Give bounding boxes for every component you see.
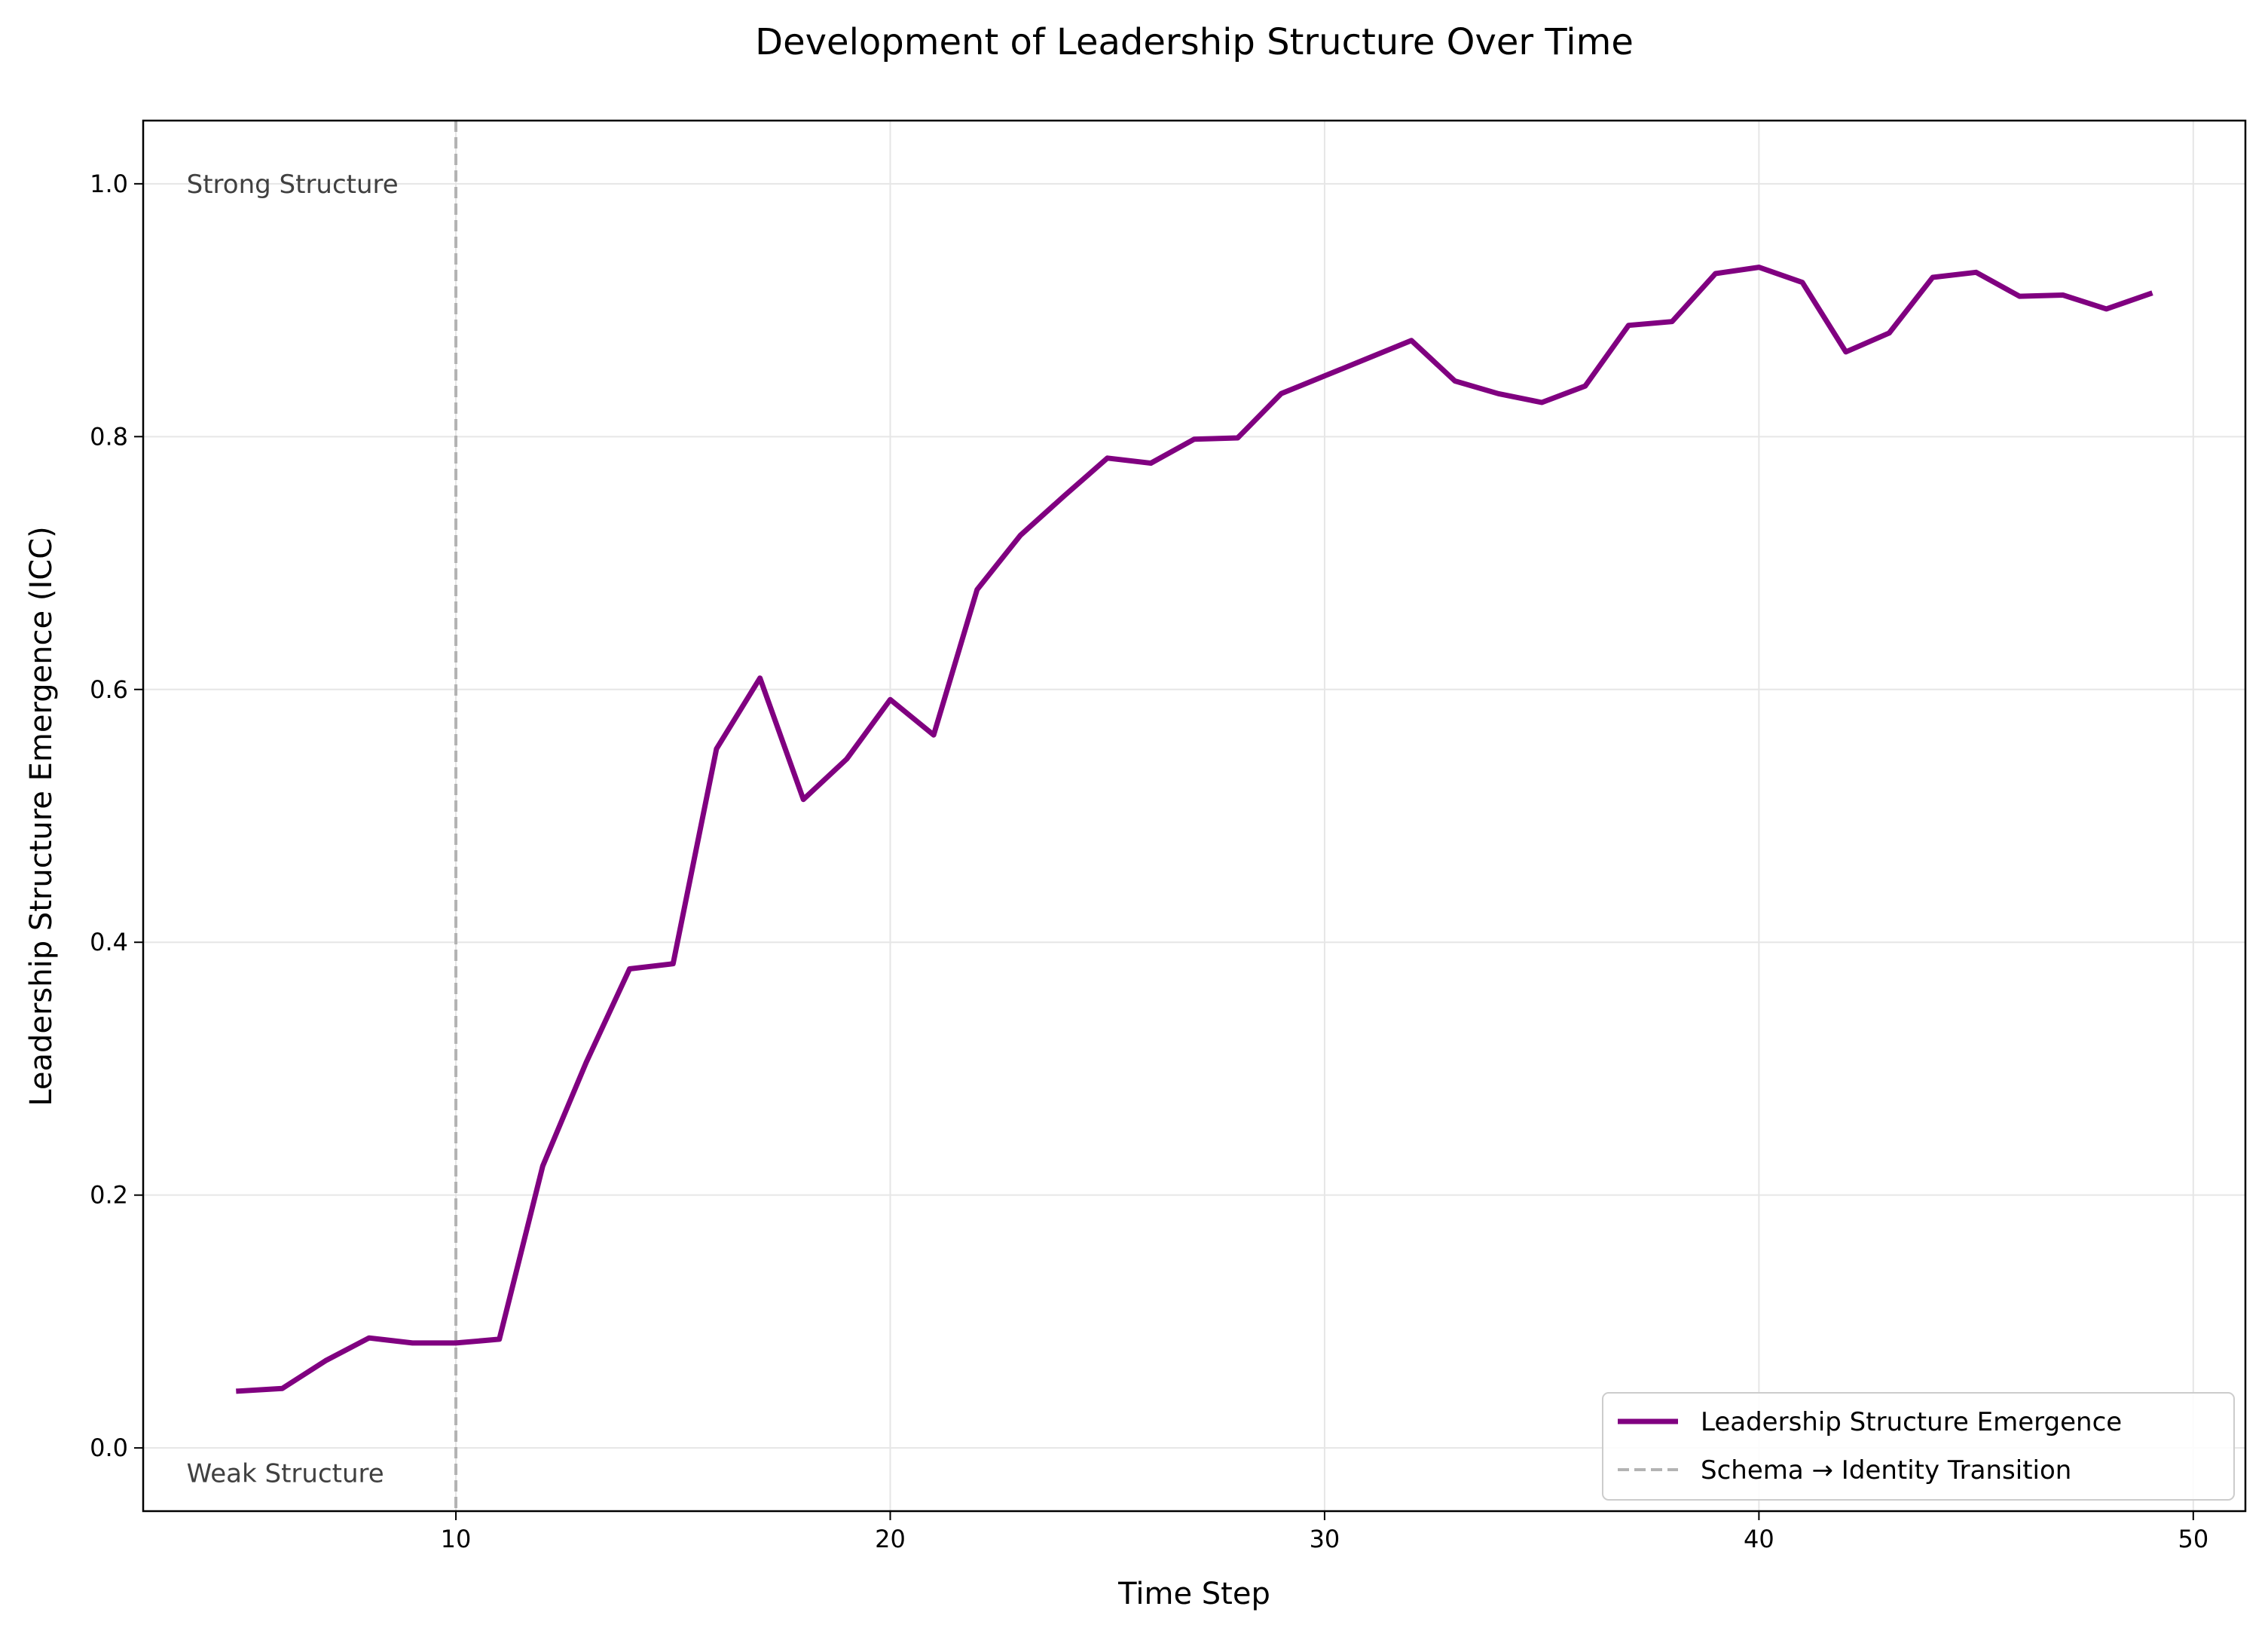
grid	[143, 121, 2245, 1511]
y-axis-label: Leadership Structure Emergence (ICC)	[24, 526, 59, 1106]
x-tick-label: 40	[1744, 1525, 1774, 1553]
y-tick-label: 0.2	[90, 1181, 128, 1210]
series-line	[236, 265, 2153, 1394]
y-tick-label: 1.0	[90, 170, 128, 198]
legend-label-transition: Schema → Identity Transition	[1701, 1455, 2071, 1486]
legend-label-series: Leadership Structure Emergence	[1701, 1407, 2122, 1437]
y-tick-label: 0.6	[90, 675, 128, 704]
x-tick-label: 50	[2178, 1525, 2208, 1553]
y-tick-label: 0.8	[90, 422, 128, 451]
x-tick-label: 20	[875, 1525, 906, 1553]
x-tick-label: 30	[1310, 1525, 1340, 1553]
annotations: Strong Structure Weak Structure	[187, 170, 399, 1489]
legend: Leadership Structure Emergence Schema → I…	[1602, 1392, 2235, 1501]
legend-box	[1602, 1392, 2235, 1501]
weak-structure-annotation: Weak Structure	[187, 1459, 384, 1489]
y-tick-label: 0.0	[90, 1434, 128, 1462]
x-axis-label: Time Step	[1117, 1577, 1270, 1611]
series-layer	[236, 265, 2153, 1394]
x-tick-label: 10	[441, 1525, 472, 1553]
axis-ticks: 10 20 30 40 50 0.0 0.2 0.4 0.6 0.8 1.0	[90, 170, 2208, 1553]
y-tick-label: 0.4	[90, 928, 128, 956]
chart-title: Development of Leadership Structure Over…	[755, 21, 1634, 63]
plot-frame	[142, 119, 2247, 1513]
strong-structure-annotation: Strong Structure	[187, 170, 399, 200]
